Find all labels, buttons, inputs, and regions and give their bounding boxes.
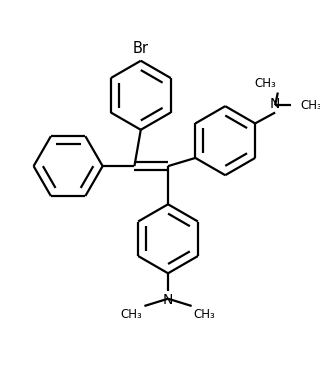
Text: CH₃: CH₃ xyxy=(300,99,320,112)
Text: N: N xyxy=(163,293,173,307)
Text: Br: Br xyxy=(133,41,149,56)
Text: CH₃: CH₃ xyxy=(194,308,215,321)
Text: N: N xyxy=(270,97,280,111)
Text: CH₃: CH₃ xyxy=(254,77,276,90)
Text: CH₃: CH₃ xyxy=(121,308,143,321)
